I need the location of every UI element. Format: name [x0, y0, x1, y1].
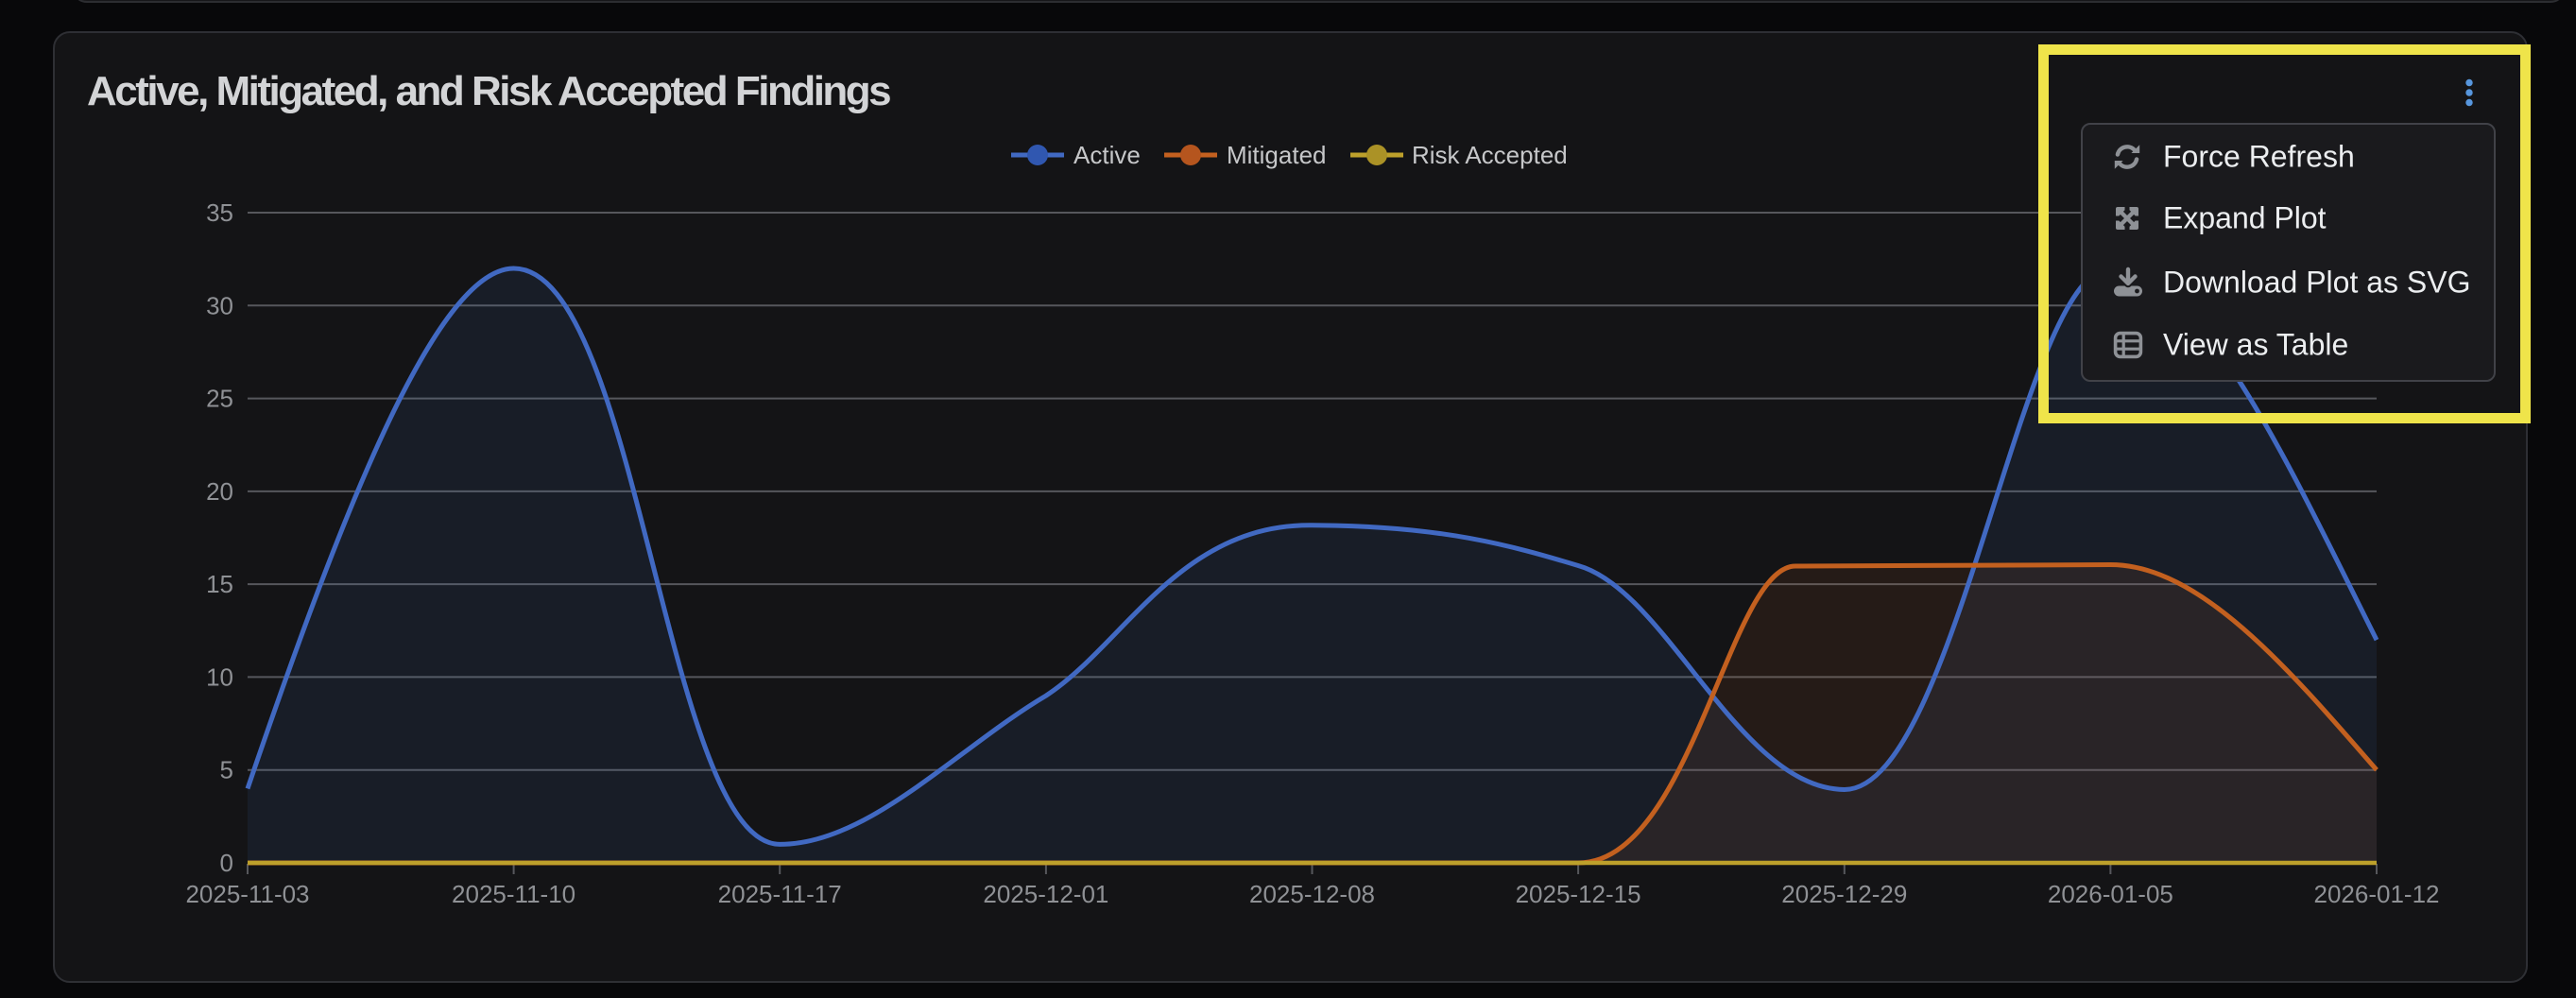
- svg-text:10: 10: [206, 662, 233, 691]
- svg-text:2025-11-03: 2025-11-03: [185, 880, 309, 908]
- svg-text:Active: Active: [1073, 141, 1141, 169]
- svg-text:30: 30: [206, 291, 233, 319]
- svg-text:5: 5: [220, 756, 233, 784]
- svg-text:2025-11-10: 2025-11-10: [452, 880, 575, 908]
- svg-text:2026-01-05: 2026-01-05: [2048, 880, 2173, 908]
- svg-text:Mitigated: Mitigated: [1227, 141, 1327, 169]
- svg-text:2025-12-15: 2025-12-15: [1516, 880, 1641, 908]
- svg-text:35: 35: [206, 198, 233, 227]
- svg-text:2026-01-12: 2026-01-12: [2314, 880, 2440, 908]
- svg-text:Risk Accepted: Risk Accepted: [1412, 141, 1568, 169]
- svg-text:2025-12-01: 2025-12-01: [983, 880, 1108, 908]
- svg-text:2025-12-08: 2025-12-08: [1249, 880, 1375, 908]
- svg-text:0: 0: [220, 849, 233, 877]
- svg-text:15: 15: [206, 570, 233, 598]
- svg-text:25: 25: [206, 385, 233, 413]
- svg-text:20: 20: [206, 477, 233, 506]
- svg-text:2025-12-29: 2025-12-29: [1781, 880, 1907, 908]
- svg-text:2025-11-17: 2025-11-17: [718, 880, 842, 908]
